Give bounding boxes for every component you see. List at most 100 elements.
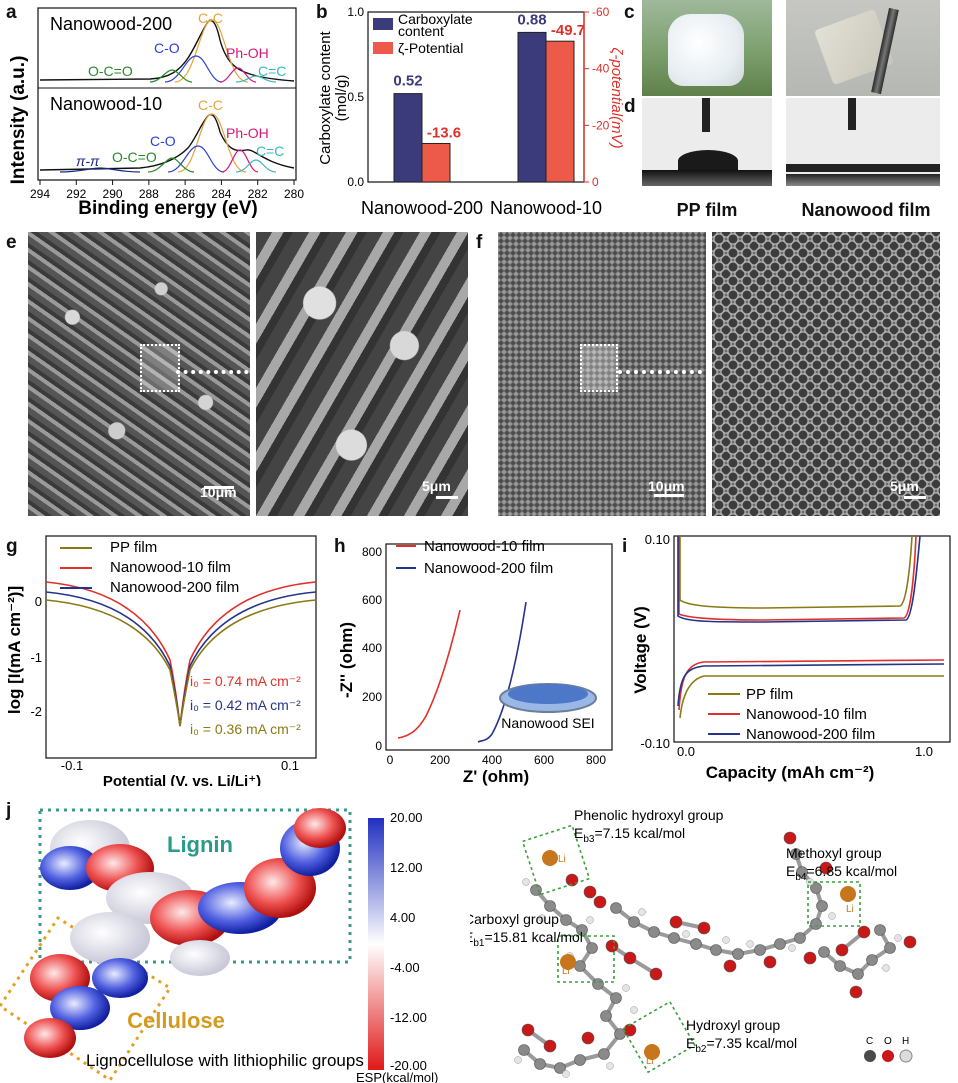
bar-ytick-left-0: 0.0: [347, 175, 364, 189]
xps-xtick-0: 294: [30, 187, 50, 201]
svg-text:Li: Li: [562, 966, 570, 977]
atom-34: [884, 942, 896, 954]
peak-cc-bottom: C-C: [198, 97, 223, 113]
legend-swatch-zeta: [373, 42, 393, 54]
panel-label-a: a: [6, 2, 17, 23]
bar-label-carboxylate-1: 0.88: [517, 11, 546, 28]
atom-56: [903, 935, 917, 949]
h-atom-12: [882, 964, 890, 972]
li-ions: Li Li Li Li: [542, 850, 856, 1067]
eis-ytick-3: 600: [362, 593, 382, 607]
group-carboxyl-name: Carboxyl group: [470, 911, 559, 927]
svg-text:Li: Li: [558, 854, 566, 865]
eis-xlabel: Z' (ohm): [463, 767, 529, 786]
bar-ylabel-left-line2: (mol/g): [333, 75, 350, 122]
lignin-label: Lignin: [167, 832, 233, 857]
tafel-ytick-2: -2: [30, 704, 42, 719]
peak-co-bottom: C-O: [150, 133, 176, 149]
atom-10: [598, 1048, 610, 1060]
h-atom-14: [562, 1070, 570, 1078]
h-atom-15: [514, 1056, 522, 1064]
eis-ytick-0: 0: [375, 739, 382, 753]
h-atom-2: [586, 916, 594, 924]
voltage-legend-pp: PP film: [746, 686, 793, 703]
xps-xtick-3: 288: [139, 187, 159, 201]
svg-text:Li: Li: [646, 1056, 654, 1067]
bar-label-carboxylate-0: 0.52: [393, 73, 422, 90]
group-methoxyl-name: Methoxyl group: [786, 845, 882, 861]
atom-45: [835, 943, 849, 957]
atom-36: [565, 873, 579, 887]
atom-8: [600, 1010, 612, 1022]
h-atom-13: [894, 934, 902, 942]
voltage-legend-nw10: Nanowood-10 film: [746, 706, 867, 723]
h-atom-16: [606, 1062, 614, 1070]
group-phenolic-energy: Eb3=7.15 kcal/mol: [574, 825, 685, 845]
atom-14: [518, 1044, 530, 1056]
atom-55: [583, 885, 597, 899]
atom-21: [732, 948, 744, 960]
atom-15: [610, 902, 622, 914]
xps-sample-top: Nanowood-200: [50, 14, 172, 34]
tafel-legend-pp: PP film: [110, 539, 157, 556]
bar-ytick-right-2: -40: [592, 62, 610, 76]
atom-13: [534, 1058, 546, 1070]
sem-image-f-low: 10μm: [498, 232, 706, 516]
h-atom-10: [828, 912, 836, 920]
xps-xtick-4: 286: [175, 187, 195, 201]
eis-chart: -Z'' (ohm) 0 200 400 600 800 Nanowood-10…: [337, 538, 613, 786]
svg-text:C: C: [866, 1036, 873, 1047]
atom-7: [610, 992, 622, 1004]
atom-24: [794, 932, 806, 944]
eis-ylabel: -Z'' (ohm): [337, 622, 356, 698]
legend-label-zeta: ζ-Potential: [398, 40, 463, 56]
atom-23: [774, 938, 786, 950]
atom-39: [649, 967, 663, 981]
atom-51: [623, 1023, 637, 1037]
esp-tick-3: -4.00: [390, 960, 420, 975]
tafel-annotation-nw200: i₀ = 0.42 mA cm⁻²: [190, 697, 301, 713]
atom-37: [605, 939, 619, 953]
bar-carboxylate-0: [393, 93, 423, 183]
eis-ytick-1: 200: [362, 690, 382, 704]
atom-41: [697, 921, 711, 935]
atom-54: [521, 1023, 535, 1037]
bar-zeta-0: [421, 142, 451, 183]
atom-32: [852, 968, 864, 980]
bar-ytick-left-2: 1.0: [347, 5, 364, 19]
bar-label-zeta-1: -49.7: [551, 22, 585, 39]
h-atom-1: [538, 914, 546, 922]
esp-colorbar: [368, 818, 384, 1070]
bar-ylabel-left-line1: Carboxylate content: [317, 30, 334, 164]
bar-carboxylate-1: [517, 31, 547, 183]
eis-xtick-4: 800: [586, 753, 606, 767]
esp-caption: Lignocellulose with lithiophilic groups: [86, 1051, 364, 1070]
esp-tick-1: 12.00: [390, 860, 423, 875]
eis-xtick-3: 600: [534, 753, 554, 767]
bar-ytick-right-0: 0: [592, 175, 599, 189]
bar-zeta-1: [545, 40, 575, 183]
atom-52: [581, 1031, 595, 1045]
zoom-connector-e: [176, 370, 256, 374]
h-atom-6: [682, 930, 690, 938]
atom-43: [763, 955, 777, 969]
contact-angle-pp: [642, 98, 772, 186]
bar-category-0: Nanowood-200: [361, 198, 483, 218]
atom-4: [586, 942, 598, 954]
atom-17: [648, 926, 660, 938]
peak-phoh-top: Ph-OH: [226, 45, 269, 61]
atom-26: [816, 900, 828, 912]
tafel-xlabel: Potential (V, vs. Li/Li⁺): [103, 773, 261, 786]
photo-nanowood-film: [786, 0, 940, 96]
atom-0: [530, 884, 542, 896]
esp-map: Lignin Cellulose Lignocellulose with lit…: [0, 808, 438, 1083]
group-methoxyl-energy: Eb4=6.85 kcal/mol: [786, 863, 897, 883]
group-phenolic-name: Phenolic hydroxyl group: [574, 807, 724, 823]
h-atom-4: [622, 984, 630, 992]
peak-oco-top: O-C=O: [88, 63, 133, 79]
panel-label-g: g: [6, 536, 18, 557]
eis-xtick-1: 200: [430, 753, 450, 767]
atom-12: [554, 1062, 566, 1074]
atom-11: [574, 1054, 586, 1066]
atom-40: [669, 915, 683, 929]
